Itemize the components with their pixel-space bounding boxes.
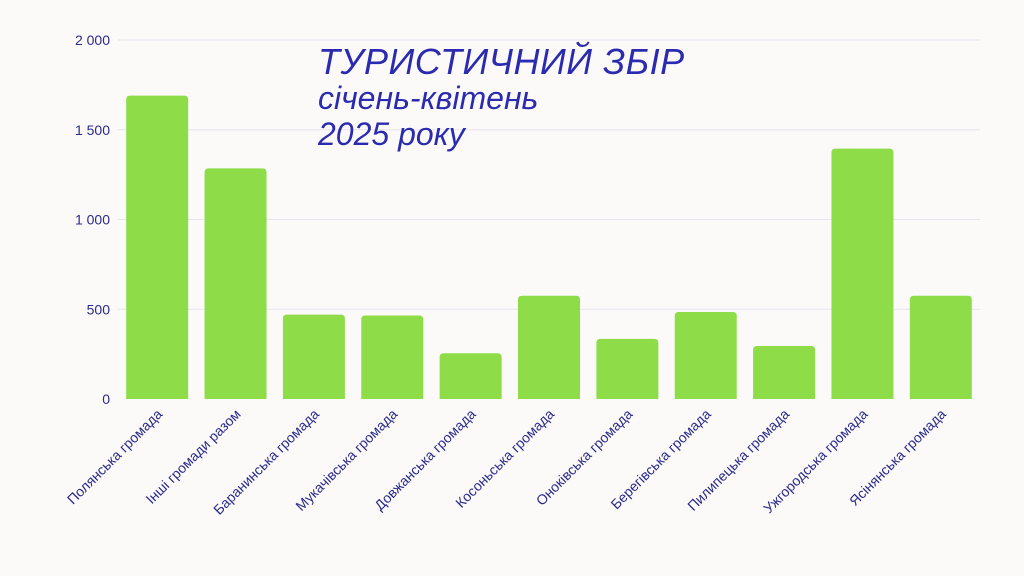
y-axis: 0 500 1 000 1 500 2 000 (75, 32, 110, 407)
bar (126, 95, 189, 400)
y-tick-label: 500 (87, 301, 111, 317)
bar (674, 311, 737, 399)
chart-title-line-1: ТУРИСТИЧНИЙ ЗБІР (318, 41, 685, 82)
y-tick-label: 1 000 (75, 212, 110, 228)
chart-title-line-2: січень-квітень (318, 80, 539, 116)
y-tick-label: 0 (102, 391, 110, 407)
bar (518, 295, 580, 399)
bar (596, 338, 659, 399)
bar (204, 168, 267, 399)
bars (126, 95, 972, 400)
bar (753, 346, 816, 399)
bar (439, 353, 502, 399)
y-tick-label: 1 500 (75, 122, 110, 138)
chart-title-line-3: 2025 року (318, 116, 465, 152)
bar (282, 314, 345, 399)
bar (831, 148, 894, 399)
bar (909, 295, 972, 399)
bar (361, 315, 424, 399)
y-tick-label: 2 000 (75, 32, 110, 48)
chart-title: ТУРИСТИЧНИЙ ЗБІР січень-квітень 2025 рок… (318, 41, 685, 153)
